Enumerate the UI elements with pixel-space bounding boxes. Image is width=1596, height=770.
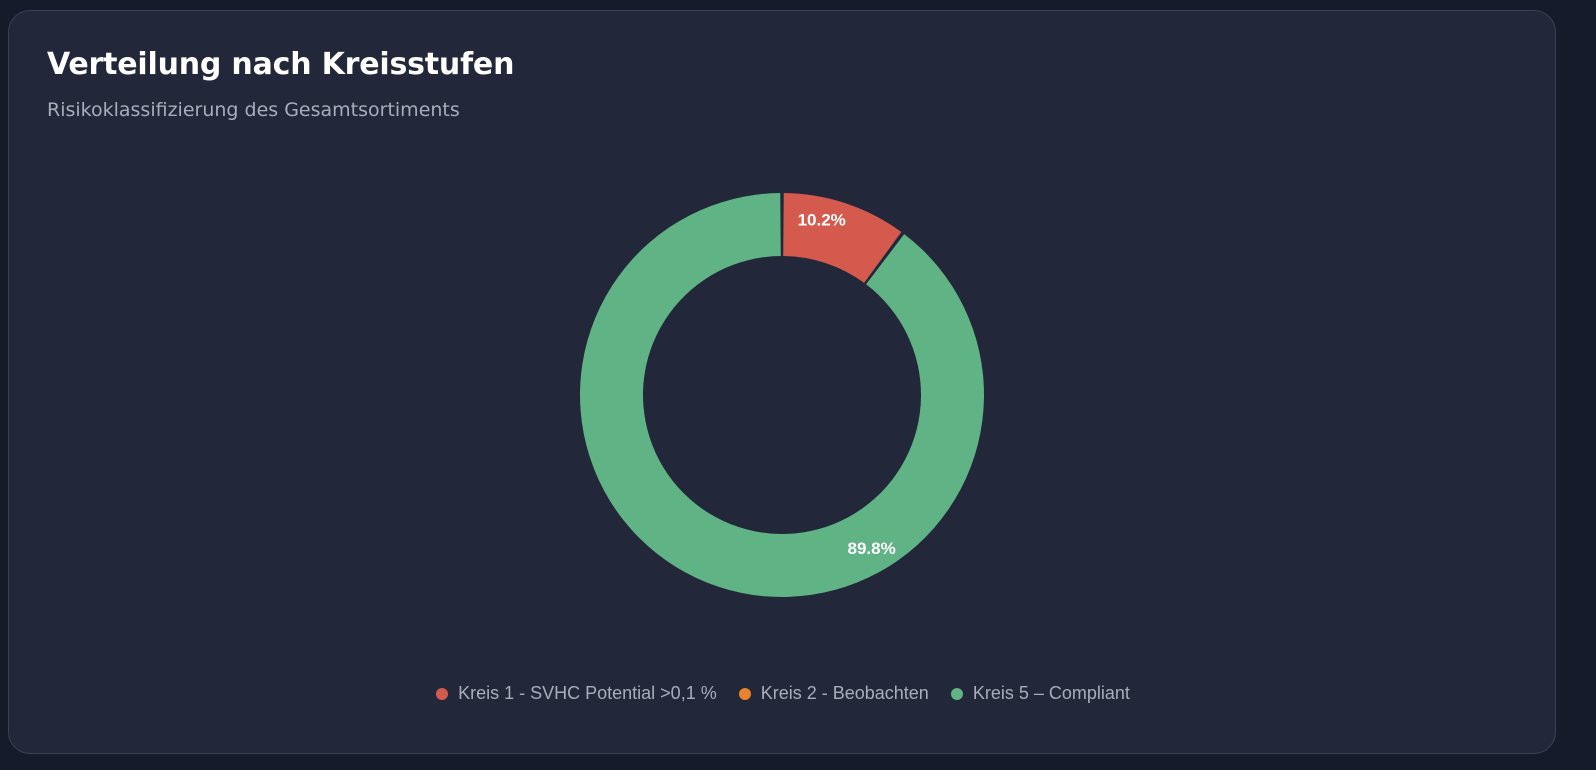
chart-title: Verteilung nach Kreisstufen: [47, 47, 515, 82]
donut-slice-label-3: 89.8%: [848, 539, 896, 558]
legend-item-3[interactable]: Kreis 5 – Compliant: [950, 683, 1130, 704]
donut-chart: 10.2% 89.8%: [580, 193, 984, 597]
legend-label: Kreis 1 - SVHC Potential >0,1 %: [458, 683, 717, 703]
donut-labels: 10.2% 89.8%: [798, 210, 896, 557]
chart-legend: Kreis 1 - SVHC Potential >0,1 % Kreis 2 -…: [9, 683, 1557, 704]
chart-card: Verteilung nach Kreisstufen Risikoklassi…: [8, 10, 1556, 754]
donut-slice-3[interactable]: [580, 193, 984, 597]
legend-dot-icon: [436, 687, 449, 700]
donut-slice-label-1: 10.2%: [798, 210, 846, 229]
legend-label: Kreis 5 – Compliant: [972, 683, 1130, 703]
donut-slices: [580, 193, 984, 597]
legend-dot-icon: [950, 687, 963, 700]
legend-item-2[interactable]: Kreis 2 - Beobachten: [738, 683, 929, 704]
donut-slice-1[interactable]: [783, 193, 902, 283]
legend-dot-icon: [738, 687, 751, 700]
legend-item-1[interactable]: Kreis 1 - SVHC Potential >0,1 %: [436, 683, 717, 704]
chart-subtitle: Risikoklassifizierung des Gesamtsortimen…: [47, 99, 460, 121]
legend-label: Kreis 2 - Beobachten: [760, 683, 929, 703]
